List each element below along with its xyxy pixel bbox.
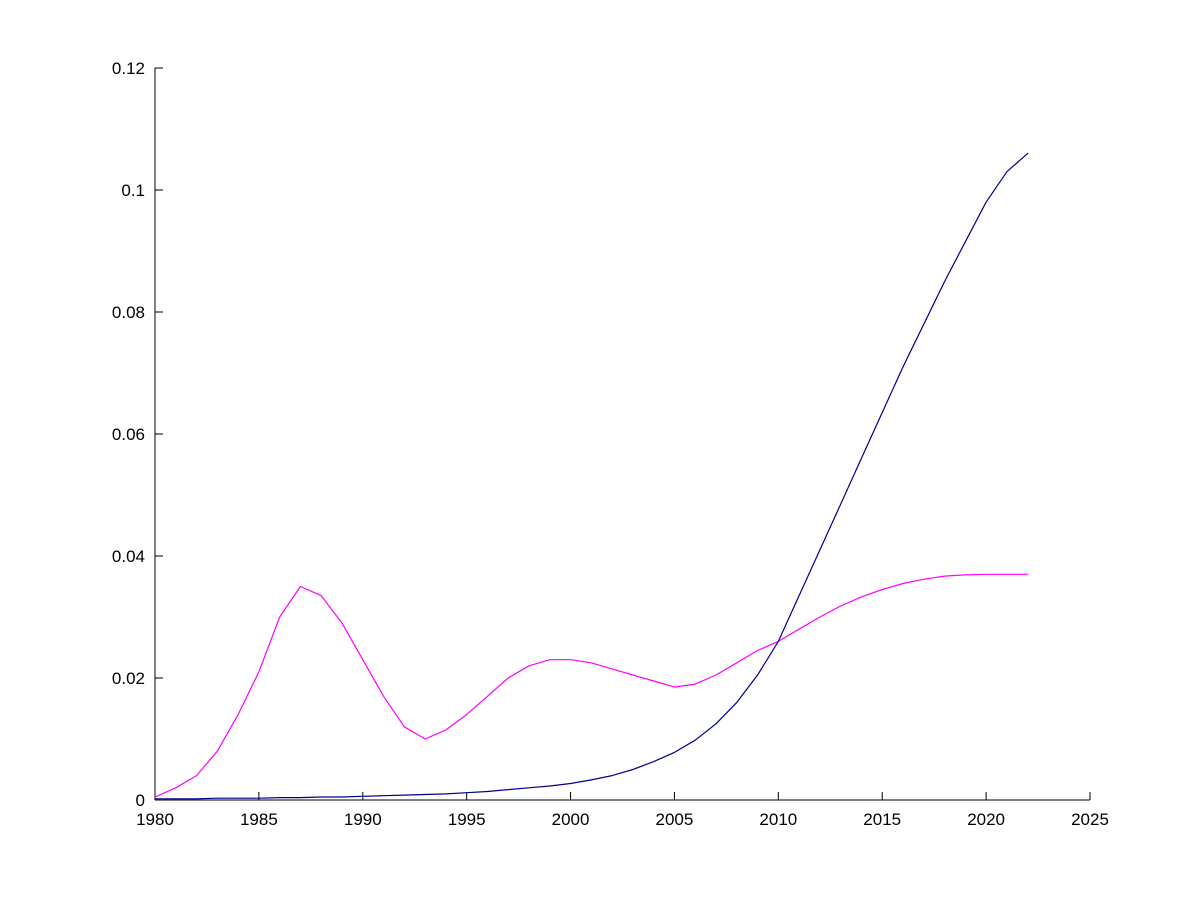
x-tick-label: 2015 (863, 810, 901, 829)
x-tick-label: 1995 (448, 810, 486, 829)
y-tick-label: 0.08 (112, 303, 145, 322)
y-tick-label: 0.06 (112, 425, 145, 444)
x-tick-label: 2010 (759, 810, 797, 829)
magenta-line (154, 573, 1029, 798)
x-tick-label: 2000 (552, 810, 590, 829)
y-tick-label: 0.1 (121, 181, 145, 200)
x-tick-label: 1985 (240, 810, 278, 829)
x-tick-label: 1980 (136, 810, 174, 829)
x-tick-label: 2025 (1071, 810, 1109, 829)
y-tick-label: 0.12 (112, 59, 145, 78)
y-tick-label: 0.04 (112, 547, 145, 566)
dark-blue-line (154, 152, 1029, 800)
y-tick-label: 0 (136, 791, 145, 810)
x-tick-label: 2020 (967, 810, 1005, 829)
y-tick-label: 0.02 (112, 669, 145, 688)
x-tick-label: 2005 (656, 810, 694, 829)
x-tick-label: 1990 (344, 810, 382, 829)
